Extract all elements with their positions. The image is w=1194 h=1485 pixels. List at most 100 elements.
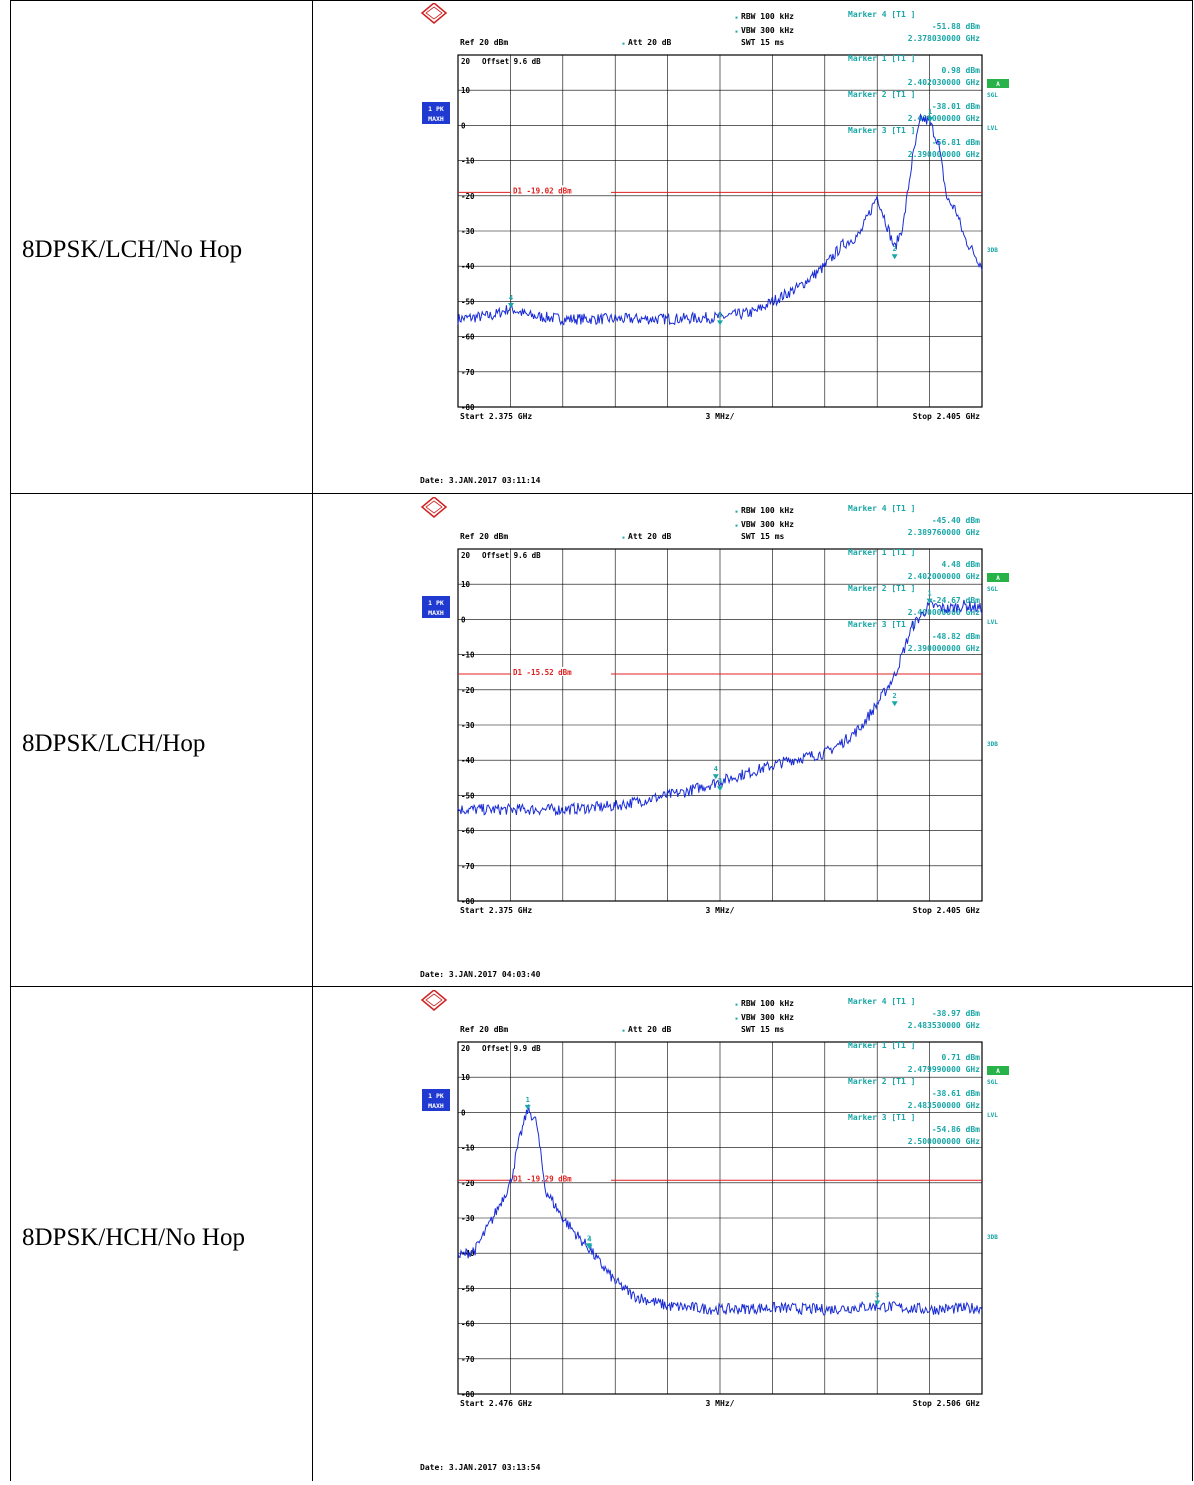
a-badge [987, 573, 1009, 582]
att-dot: ▪ [622, 41, 625, 47]
y-tick-label: -30 [461, 1214, 475, 1223]
attenuation: Att 20 dB [628, 532, 672, 541]
rbw: RBW 100 kHz [741, 506, 794, 515]
y-tick-label: 0 [461, 1108, 466, 1117]
y-tick-label: 10 [461, 86, 471, 95]
y-tick-label: -80 [461, 1390, 475, 1399]
lvl-label: LVL [987, 125, 998, 132]
marker-2-level: -38.01 dBm [932, 102, 980, 111]
start-frequency: Start 2.476 GHz [460, 1399, 532, 1408]
marker-1-symbol [524, 1104, 531, 1110]
marker-1-number: 1 [526, 1096, 530, 1104]
marker-3-number: 3 [875, 1292, 879, 1300]
y-tick-label: -60 [461, 1320, 475, 1329]
att-dot: ▪ [622, 1028, 625, 1034]
spectrum-plot-hch-nohop: Ref 20 dBm ▪ Att 20 dB ▪ RBW 100 kHz ▪ VBW 300… [400, 989, 1020, 1480]
y-tick-label: 20 [461, 551, 471, 560]
row-label-hch-nohop: 8DPSK/HCH/No Hop [22, 1224, 245, 1251]
span-per-div: 3 MHz/ [706, 1399, 735, 1408]
three-db-label: 3DB [987, 247, 998, 254]
start-frequency: Start 2.375 GHz [460, 412, 532, 421]
ref-level: Ref 20 dBm [460, 1025, 508, 1034]
y-tick-label: -20 [461, 686, 475, 695]
marker-3-freq: 2.390000000 GHz [908, 644, 980, 653]
marker-4-title: Marker 4 [T1 ] [848, 504, 915, 513]
a-badge [987, 1066, 1009, 1075]
stop-frequency: Stop 2.506 GHz [913, 1399, 981, 1408]
vbw: VBW 300 kHz [741, 520, 794, 529]
marker-1-freq: 2.479990000 GHz [908, 1065, 980, 1074]
marker-2-level: -38.61 dBm [932, 1089, 980, 1098]
marker-4-title: Marker 4 [T1 ] [848, 10, 915, 19]
marker-4-level: -51.88 dBm [932, 22, 980, 31]
y-tick-label: -70 [461, 862, 475, 871]
marker-4-symbol [507, 303, 514, 309]
d1-label: D1 -15.52 dBm [513, 668, 572, 677]
logo-diamond [420, 989, 448, 1011]
a-badge-label: A [996, 575, 1000, 582]
marker-2-symbol [891, 701, 898, 707]
offset-label: Offset 9.6 dB [482, 551, 541, 560]
marker-2-symbol [891, 254, 898, 260]
y-tick-label: -80 [461, 897, 475, 906]
marker-3-freq: 2.500000000 GHz [908, 1137, 980, 1146]
marker-4-number: 4 [714, 765, 718, 773]
d1-label: D1 -19.29 dBm [513, 1174, 572, 1183]
logo-inner [425, 6, 443, 20]
trace-badge-label: 1 PK [428, 599, 444, 607]
sgl-label: SGL [987, 92, 998, 99]
three-db-label: 3DB [987, 741, 998, 748]
marker-1-number: 1 [927, 590, 931, 598]
marker-3-symbol [717, 786, 723, 792]
d1-label: D1 -19.02 dBm [513, 186, 572, 195]
marker-3-freq: 2.390000000 GHz [908, 150, 980, 159]
logo-inner [425, 500, 443, 514]
trace-badge-mode: MAXH [428, 609, 444, 617]
marker-3-symbol [717, 320, 723, 326]
span-per-div: 3 MHz/ [706, 412, 735, 421]
rbw: RBW 100 kHz [741, 12, 794, 21]
marker-1-level: 4.48 dBm [941, 560, 980, 569]
marker-2-freq: 2.483500000 GHz [908, 1101, 980, 1110]
rbw-dot: ▪ [735, 509, 738, 515]
marker-4-number: 4 [587, 1236, 591, 1244]
stop-frequency: Stop 2.405 GHz [913, 906, 981, 915]
y-tick-label: 0 [461, 121, 466, 130]
marker-3-title: Marker 3 [T1 ] [848, 620, 915, 629]
rbw-dot: ▪ [735, 1002, 738, 1008]
trace-badge [422, 596, 450, 618]
rbw: RBW 100 kHz [741, 999, 794, 1008]
spectrum-svg: Ref 20 dBm ▪ Att 20 dB▪ RBW 100 kHz▪ VBW 300… [420, 496, 1009, 979]
trace-badge-label: 1 PK [428, 105, 444, 113]
y-tick-label: -40 [461, 756, 475, 765]
marker-4-freq: 2.378030000 GHz [908, 34, 980, 43]
spectrum-svg: Ref 20 dBm ▪ Att 20 dB▪ RBW 100 kHz▪ VBW 300… [420, 989, 1009, 1472]
results-table [10, 0, 1193, 1481]
marker-3-number: 3 [718, 311, 722, 319]
marker-2-title: Marker 2 [T1 ] [848, 90, 915, 99]
marker-1-title: Marker 1 [T1 ] [848, 548, 915, 557]
spectrum-plot-lch-hop: Ref 20 dBm ▪ Att 20 dB ▪ RBW 100 kHz ▪ VBW 300… [400, 496, 1020, 987]
marker-2-title: Marker 2 [T1 ] [848, 1077, 915, 1086]
y-tick-label: -80 [461, 403, 475, 412]
a-badge-label: A [996, 1068, 1000, 1075]
span-per-div: 3 MHz/ [706, 906, 735, 915]
sweep-time: SWT 15 ms [741, 1025, 785, 1034]
lvl-label: LVL [987, 1112, 998, 1119]
marker-2-freq: 2.400000000 GHz [908, 608, 980, 617]
logo-diamond [420, 496, 448, 518]
vbw-dot: ▪ [735, 1016, 738, 1022]
offset-label: Offset 9.6 dB [482, 57, 541, 66]
y-tick-label: -70 [461, 1355, 475, 1364]
d1-label-bg [511, 667, 611, 677]
marker-1-freq: 2.402030000 GHz [908, 78, 980, 87]
trace-badge [422, 102, 450, 124]
marker-4-symbol [712, 774, 719, 780]
y-tick-label: 20 [461, 1044, 471, 1053]
attenuation: Att 20 dB [628, 38, 672, 47]
marker-2-title: Marker 2 [T1 ] [848, 584, 915, 593]
y-tick-label: -50 [461, 791, 475, 800]
marker-2-number: 2 [893, 692, 897, 700]
marker-4-freq: 2.389760000 GHz [908, 528, 980, 537]
trace-badge [422, 1089, 450, 1111]
